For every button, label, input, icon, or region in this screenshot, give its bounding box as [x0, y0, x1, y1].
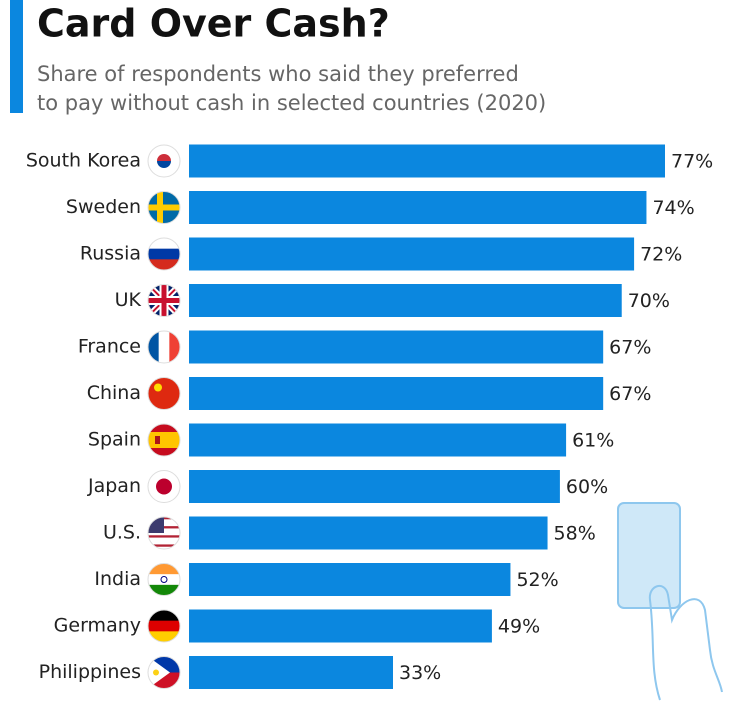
- flag-border: [147, 284, 181, 317]
- title-accent: [10, 0, 23, 113]
- bar: [189, 470, 560, 503]
- category-label: Germany: [54, 615, 141, 637]
- bar: [189, 563, 511, 596]
- flag-icon: [148, 656, 180, 689]
- flag-icon: [148, 470, 180, 503]
- flag-part: [148, 284, 180, 317]
- flag-icon: [148, 610, 180, 642]
- bar: [189, 330, 604, 364]
- flag-border: [147, 516, 181, 550]
- chart-title: Card Over Cash?: [37, 2, 390, 46]
- category-label: Japan: [87, 475, 141, 497]
- flag-part: [148, 544, 180, 547]
- category-label: UK: [115, 289, 142, 311]
- value-label: 60%: [566, 476, 608, 498]
- bar: [189, 237, 635, 271]
- bar: [189, 144, 665, 178]
- category-label: France: [78, 336, 141, 358]
- flag-part: [158, 331, 170, 363]
- value-label: 72%: [640, 244, 682, 266]
- value-label: 49%: [498, 616, 540, 638]
- bar: [189, 191, 647, 224]
- flag-part: [148, 631, 180, 642]
- flag-part: [148, 204, 180, 211]
- flag-part: [155, 436, 160, 444]
- flag-border: [147, 377, 181, 410]
- bar: [189, 609, 492, 643]
- value-label: 33%: [399, 662, 441, 684]
- flag-icon: [148, 331, 180, 363]
- flag-part: [148, 554, 180, 556]
- category-label: Spain: [88, 429, 141, 451]
- flag-part: [148, 248, 180, 260]
- value-label: 70%: [628, 290, 670, 312]
- bar: [189, 284, 622, 317]
- value-label: 74%: [652, 197, 694, 219]
- flag-part: [160, 576, 168, 583]
- flag-part: [148, 584, 180, 596]
- flag-part: [169, 331, 180, 363]
- flag-icon: [148, 191, 180, 224]
- flag-part: [148, 377, 180, 410]
- category-label: U.S.: [103, 522, 141, 544]
- flag-part: [148, 331, 159, 363]
- flag-part: [148, 259, 180, 270]
- flag-border: [147, 330, 181, 364]
- value-label: 52%: [516, 569, 558, 591]
- flag-icon: [148, 377, 180, 410]
- flag-border: [147, 191, 181, 224]
- flag-part: [156, 478, 172, 495]
- flag-border: [147, 609, 181, 643]
- value-label: 77%: [671, 151, 713, 173]
- category-label: Russia: [80, 243, 141, 265]
- flag-part: [157, 154, 171, 161]
- bar: [189, 656, 393, 689]
- flag-part: [148, 432, 180, 448]
- flag-part: [148, 574, 180, 586]
- chart-subtitle: to pay without cash in selected countrie…: [37, 91, 546, 115]
- flag-part: [154, 383, 162, 392]
- card-illustration: [617, 502, 723, 701]
- flag-part: [148, 610, 180, 621]
- value-label: 67%: [609, 383, 651, 405]
- flag-icon: [148, 563, 180, 596]
- flag-part: [153, 669, 159, 676]
- chart-subtitle: Share of respondents who said they prefe…: [37, 62, 519, 86]
- flag-icon: [148, 238, 180, 270]
- category-label: India: [94, 568, 141, 590]
- flag-icon: [148, 145, 180, 177]
- flag-part: [148, 620, 180, 632]
- flag-border: [147, 656, 181, 689]
- flag-icon: [148, 424, 180, 456]
- flag-border: [147, 423, 181, 457]
- flag-part: [148, 535, 180, 538]
- category-label: Sweden: [66, 196, 141, 218]
- flag-border: [147, 144, 181, 178]
- category-label: China: [87, 382, 141, 404]
- flag-part: [148, 563, 180, 575]
- flag-icon: [148, 284, 180, 317]
- category-label: Philippines: [39, 661, 141, 683]
- bar: [189, 423, 567, 457]
- flag-border: [147, 470, 181, 503]
- value-label: 67%: [609, 337, 651, 359]
- flag-border: [147, 563, 181, 596]
- flag-border: [147, 237, 181, 271]
- flag-part: [148, 238, 180, 249]
- bar: [189, 377, 604, 410]
- value-label: 61%: [572, 430, 614, 452]
- category-label: South Korea: [26, 150, 141, 172]
- value-label: 58%: [554, 523, 596, 545]
- bar: [189, 516, 548, 550]
- flag-part: [157, 161, 171, 168]
